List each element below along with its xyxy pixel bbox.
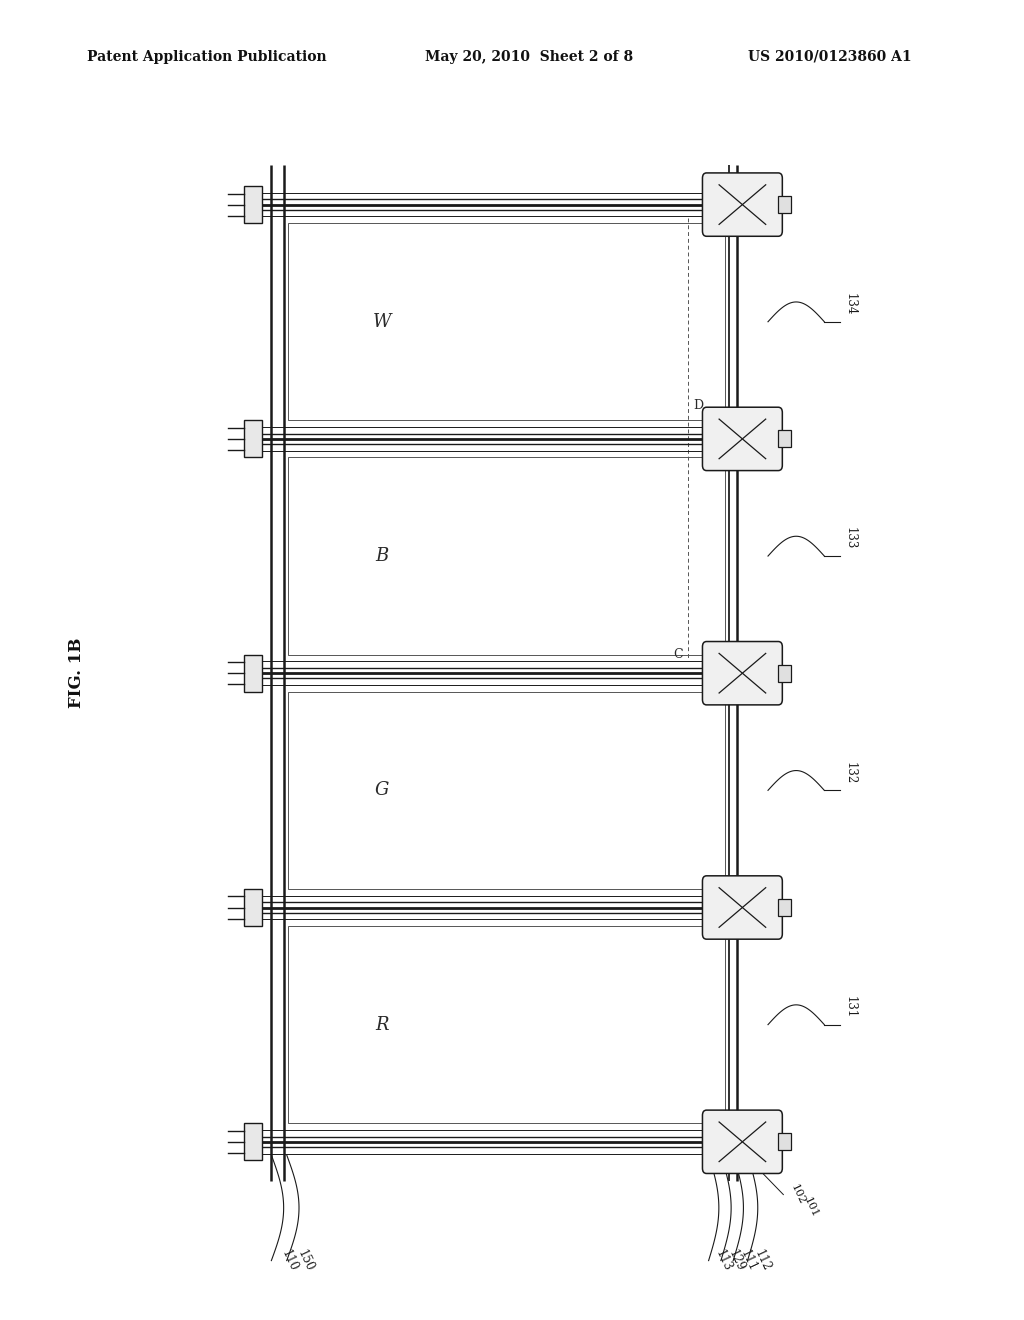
Text: 150: 150 [295, 1247, 315, 1274]
FancyBboxPatch shape [702, 173, 782, 236]
Bar [778, 430, 791, 447]
Text: 113: 113 [714, 1247, 734, 1272]
Bar [778, 1133, 791, 1150]
Text: W: W [373, 313, 391, 331]
Text: 102: 102 [788, 1183, 807, 1206]
FancyBboxPatch shape [702, 642, 782, 705]
Text: C: C [674, 648, 683, 661]
Text: 101: 101 [802, 1196, 820, 1220]
Text: D: D [693, 400, 703, 412]
Text: US 2010/0123860 A1: US 2010/0123860 A1 [748, 50, 911, 63]
Text: G: G [375, 781, 389, 800]
Bar [244, 186, 262, 223]
Text: May 20, 2010  Sheet 2 of 8: May 20, 2010 Sheet 2 of 8 [425, 50, 633, 63]
Bar [244, 890, 262, 927]
Bar [288, 458, 725, 655]
Bar [288, 692, 725, 890]
Bar [288, 927, 725, 1123]
Text: B: B [375, 546, 388, 565]
Text: 110: 110 [280, 1247, 300, 1272]
Bar [244, 1123, 262, 1160]
Text: 132: 132 [844, 762, 856, 784]
Text: Patent Application Publication: Patent Application Publication [87, 50, 327, 63]
Text: 133: 133 [844, 527, 856, 549]
Bar [778, 899, 791, 916]
FancyBboxPatch shape [702, 407, 782, 471]
Bar [288, 223, 725, 420]
Text: R: R [375, 1015, 388, 1034]
Bar [778, 195, 791, 214]
Bar [244, 655, 262, 692]
Text: 129: 129 [726, 1247, 746, 1272]
Text: 111: 111 [738, 1247, 759, 1272]
Text: 131: 131 [844, 995, 856, 1018]
Bar [244, 420, 262, 458]
FancyBboxPatch shape [702, 876, 782, 940]
Bar [778, 665, 791, 681]
Text: 112: 112 [753, 1247, 773, 1272]
FancyBboxPatch shape [702, 1110, 782, 1173]
Text: FIG. 1B: FIG. 1B [69, 638, 85, 709]
Text: 134: 134 [844, 293, 856, 315]
